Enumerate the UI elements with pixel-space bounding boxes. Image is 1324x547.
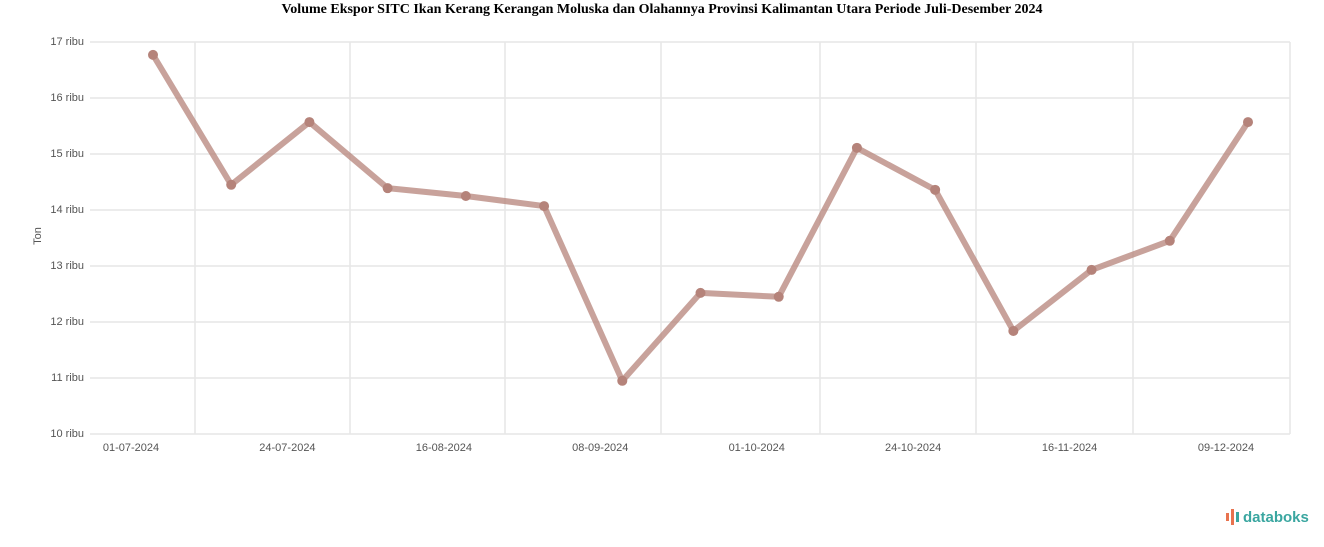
y-tick-label: 10 ribu: [50, 428, 84, 440]
x-tick-label: 09-12-2024: [1198, 442, 1254, 454]
y-tick-label: 13 ribu: [50, 260, 84, 272]
point: [1243, 117, 1253, 128]
brand-name: databoks: [1243, 509, 1309, 526]
point: [1164, 235, 1175, 246]
y-tick-label: 14 ribu: [50, 204, 84, 216]
point: [1086, 264, 1097, 275]
x-tick-label: 24-07-2024: [259, 442, 315, 454]
point: [226, 179, 237, 190]
point: [304, 117, 315, 128]
x-tick-label: 16-11-2024: [1042, 442, 1097, 454]
point: [930, 184, 941, 195]
chart-title: Volume Ekspor SITC Ikan Kerang Kerangan …: [281, 2, 1042, 17]
point: [382, 183, 393, 194]
point: [460, 191, 471, 201]
y-axis-label: Ton: [32, 227, 44, 245]
x-tick-label: 08-09-2024: [572, 442, 628, 454]
line: [150, 53, 1251, 384]
point: [617, 375, 628, 386]
point: [539, 201, 550, 212]
y-tick-label: 16 ribu: [50, 92, 84, 104]
point: [1008, 325, 1019, 336]
vertical-grid: [194, 42, 1291, 434]
y-tick-label: 15 ribu: [50, 148, 84, 160]
y-tick-label: 17 ribu: [50, 36, 84, 48]
x-tick-label: 01-07-2024: [103, 442, 159, 454]
y-tick-label: 11 ribu: [51, 372, 84, 384]
point: [695, 287, 706, 298]
point: [148, 49, 158, 60]
x-tick-label: 01-10-2024: [729, 442, 785, 454]
point: [851, 142, 862, 153]
x-tick-label: 16-08-2024: [416, 442, 472, 454]
x-tick-label: 24-10-2024: [885, 442, 941, 454]
point: [773, 291, 784, 302]
brand-logo: databoks: [1226, 509, 1309, 526]
y-tick-label: 12 ribu: [50, 316, 84, 328]
